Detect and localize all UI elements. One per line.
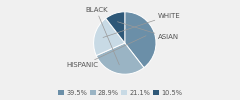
- Wedge shape: [96, 43, 144, 74]
- Text: BLACK: BLACK: [85, 7, 119, 65]
- Text: WHITE: WHITE: [103, 12, 180, 38]
- Text: ASIAN: ASIAN: [118, 22, 179, 40]
- Wedge shape: [106, 12, 125, 43]
- Wedge shape: [94, 18, 125, 56]
- Legend: 39.5%, 28.9%, 21.1%, 10.5%: 39.5%, 28.9%, 21.1%, 10.5%: [57, 89, 183, 97]
- Wedge shape: [125, 12, 156, 68]
- Text: HISPANIC: HISPANIC: [66, 36, 146, 68]
